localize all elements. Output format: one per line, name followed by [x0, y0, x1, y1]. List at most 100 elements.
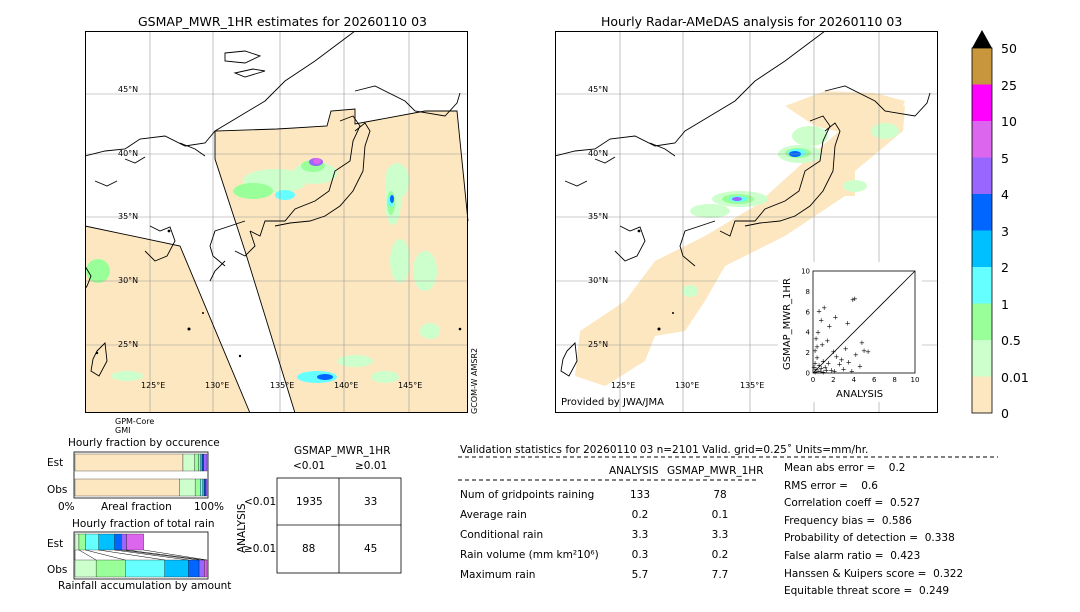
occurence-est-label: Est [47, 457, 64, 469]
scatter-ticks: 00 2 2 4 4 6 6 8 8 10 10 [801, 268, 919, 385]
colorbar-segment [972, 121, 992, 158]
stack-segment [200, 478, 203, 497]
right-lat-40: 40°N [588, 149, 609, 158]
scatter-point: + [841, 365, 847, 373]
stack-segment [74, 559, 97, 578]
totalrain-est-bar [74, 533, 144, 551]
stack-segment [204, 478, 206, 497]
stack-connector [114, 549, 189, 561]
left-sat-label-1: GPM-Core [115, 417, 155, 426]
stack-segment [74, 453, 184, 472]
occurence-obs-label: Obs [47, 484, 68, 496]
left-map-title: GSMAP_MWR_1HR estimates for 20260110 03 [138, 14, 427, 29]
contingency-row-ge: ≥0.01 [244, 543, 277, 555]
colorbar-segments [972, 48, 992, 414]
colorbar-segment [972, 48, 992, 85]
totalrain-xlabel: Rainfall accumulation by amount [58, 580, 232, 592]
right-lat-25: 25°N [588, 340, 609, 349]
colorbar-label: 3 [1001, 223, 1009, 239]
left-swath-edges [85, 108, 469, 414]
colorbar-label: 4 [1001, 187, 1009, 202]
left-lon-145: 145°E [398, 381, 423, 390]
left-lat-30: 30°N [118, 276, 139, 285]
contingency-row-lt: <0.01 [244, 496, 277, 508]
left-lat-35: 35°N [118, 212, 139, 221]
scatter-point: + [845, 320, 851, 328]
scatter-point: + [852, 295, 858, 303]
scatter-point: + [859, 339, 865, 347]
stack-segment [202, 478, 205, 497]
validation-score: Mean abs error = 0.2 [784, 462, 906, 474]
validation-score: False alarm ratio = 0.423 [784, 550, 921, 562]
left-lon-140: 140°E [334, 381, 359, 390]
validation-row-analysis: 3.3 [631, 529, 649, 541]
scatter-point: + [814, 343, 820, 351]
validation-row-analysis: 5.7 [631, 569, 649, 581]
stack-segment [98, 533, 115, 551]
contingency-cell-01: 33 [364, 496, 378, 508]
scatter-point: + [815, 367, 821, 375]
left-islands [95, 229, 462, 358]
scatter-point: + [833, 313, 839, 321]
stack-connector [78, 549, 97, 561]
stack-connector [121, 549, 200, 561]
stack-connector [126, 549, 205, 561]
scatter-point: + [824, 337, 830, 345]
validation-header: Validation statistics for 20260110 03 n=… [460, 444, 869, 456]
stack-segment [74, 478, 180, 497]
left-swath-west [85, 226, 250, 413]
occurence-bars [73, 451, 209, 499]
colorbar-label: 0.5 [1001, 333, 1021, 348]
stack-segment [198, 453, 201, 472]
totalrain-title: Hourly fraction of total rain [72, 518, 215, 530]
scatter-point: + [826, 323, 832, 331]
validation-row-gsmap: 0.2 [711, 549, 729, 561]
contingency-cell-11: 45 [364, 543, 378, 555]
scatter-xtick: 4 [852, 376, 857, 384]
scatter-diagonal [812, 270, 916, 374]
contingency-grid [276, 477, 402, 574]
colorbar-label: 10 [1001, 114, 1017, 129]
left-map [85, 31, 469, 414]
right-map-title: Hourly Radar-AMeDAS analysis for 2026011… [601, 14, 903, 29]
left-coastlines [85, 31, 461, 377]
validation-row-label: Conditional rain [460, 529, 544, 541]
stack-segment [205, 478, 208, 497]
stack-segment [126, 533, 144, 551]
colorbar-label: 0 [1001, 406, 1009, 421]
colorbar-label: 50 [1001, 41, 1017, 56]
stack-segment [85, 533, 99, 551]
occurence-obs-bar [74, 478, 208, 497]
validation-row-label: Rain volume (mm km²10⁶) [460, 549, 599, 561]
scatter-point: + [816, 361, 822, 369]
scatter-point: + [821, 304, 827, 312]
right-lon-130: 130°E [675, 381, 700, 390]
occurence-est-bar [74, 453, 208, 472]
validation-dashed-rule [458, 456, 998, 458]
right-rain-patches [682, 123, 899, 297]
scatter-point: + [811, 363, 817, 371]
colorbar-label: 2 [1001, 260, 1009, 275]
contingency-title: GSMAP_MWR_1HR [294, 445, 391, 457]
right-islands [637, 229, 674, 331]
totalrain-bars [73, 531, 209, 580]
stack-segment [182, 453, 196, 472]
scatter-point: + [843, 345, 849, 353]
left-lon-125: 125°E [141, 381, 166, 390]
scatter-point: + [816, 307, 822, 315]
scatter-point: + [819, 341, 825, 349]
scatter-point: + [820, 368, 826, 376]
stack-segment [179, 478, 196, 497]
right-lat-35: 35°N [588, 212, 609, 221]
validation-row-label: Num of gridpoints raining [460, 489, 595, 501]
scatter-point: + [823, 366, 829, 374]
validation-row-label: Maximum rain [460, 569, 536, 581]
scatter-ytick: 4 [806, 329, 811, 337]
validation-rule [458, 479, 758, 481]
scatter-ylabel: GSMAP_MWR_1HR [782, 278, 793, 370]
stack-segment [74, 533, 80, 551]
validation-col-gsmap: GSMAP_MWR_1HR [667, 465, 764, 477]
stack-segment [194, 478, 201, 497]
scatter-point: + [813, 335, 819, 343]
scatter-xtick: 2 [831, 376, 835, 384]
